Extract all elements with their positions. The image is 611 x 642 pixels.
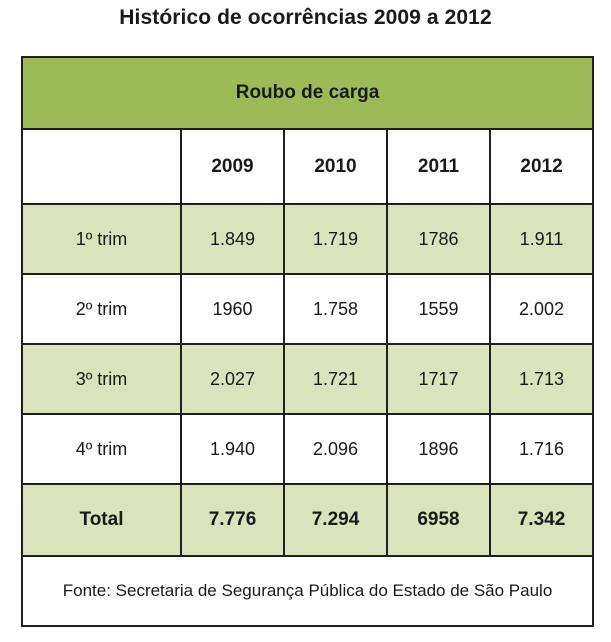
table-header-row: Roubo de carga: [20, 56, 595, 130]
total-row: Total 7.776 7.294 6958 7.342: [21, 483, 595, 557]
total-cell: 7.342: [488, 483, 595, 557]
table-row: 3º trim 2.027 1.721 1717 1.713: [21, 343, 595, 415]
value-cell: 1.721: [283, 343, 388, 415]
value-cell: 1.849: [180, 203, 285, 275]
total-cell: 7.776: [180, 483, 285, 557]
value-cell: 2.002: [488, 273, 595, 345]
row-label: 2º trim: [21, 273, 182, 345]
table-row: 2º trim 1960 1.758 1559 2.002: [21, 273, 595, 345]
total-label: Total: [21, 483, 182, 557]
table-subtitle: Roubo de carga: [20, 56, 595, 130]
value-cell: 1960: [180, 273, 285, 345]
total-cell: 7.294: [283, 483, 388, 557]
column-header: 2011: [386, 128, 491, 205]
value-cell: 1.940: [180, 413, 285, 485]
value-cell: 2.096: [283, 413, 388, 485]
value-cell: 1559: [386, 273, 491, 345]
row-label: 4º trim: [21, 413, 182, 485]
value-cell: 1786: [386, 203, 491, 275]
row-label: 3º trim: [21, 343, 182, 415]
value-cell: 1.758: [283, 273, 388, 345]
column-header: 2012: [488, 128, 595, 205]
corner-cell: [21, 128, 182, 205]
value-cell: 1717: [386, 343, 491, 415]
total-cell: 6958: [386, 483, 491, 557]
column-header: 2010: [283, 128, 388, 205]
source-row: Fonte: Secretaria de Segurança Pública d…: [20, 555, 595, 627]
value-cell: 1.911: [488, 203, 595, 275]
value-cell: 1896: [386, 413, 491, 485]
value-cell: 2.027: [180, 343, 285, 415]
value-cell: 1.719: [283, 203, 388, 275]
column-header-row: 2009 2010 2011 2012: [21, 128, 595, 205]
table-row: 1º trim 1.849 1.719 1786 1.911: [21, 203, 595, 275]
column-header: 2009: [180, 128, 285, 205]
source-note: Fonte: Secretaria de Segurança Pública d…: [20, 555, 595, 627]
page-title: Histórico de ocorrências 2009 a 2012: [119, 6, 492, 29]
value-cell: 1.713: [488, 343, 595, 415]
value-cell: 1.716: [488, 413, 595, 485]
row-label: 1º trim: [21, 203, 182, 275]
table-row: 4º trim 1.940 2.096 1896 1.716: [21, 413, 595, 485]
data-table: Roubo de carga 2009 2010 2011 2012 1º tr…: [20, 56, 595, 627]
